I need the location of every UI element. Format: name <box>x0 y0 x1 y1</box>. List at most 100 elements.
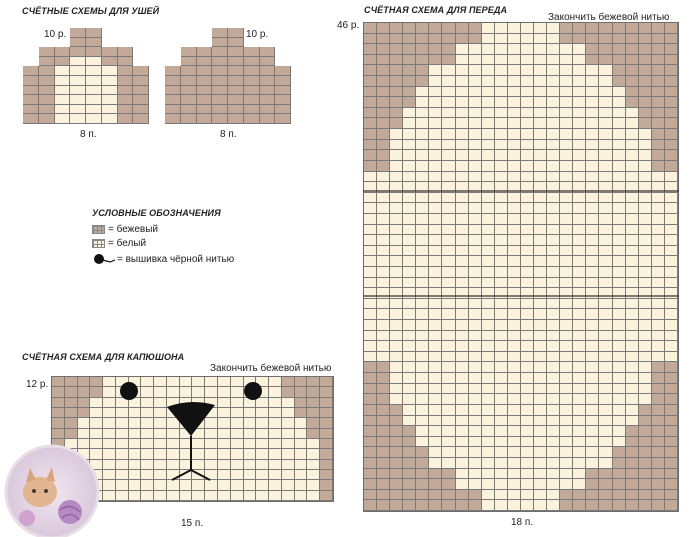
chart-cell <box>520 23 535 34</box>
chart-cell <box>180 114 197 124</box>
chart-cell <box>390 373 404 384</box>
chart-cell <box>651 267 665 278</box>
chart-cell <box>651 277 665 289</box>
chart-cell <box>442 245 456 257</box>
chart-cell <box>269 418 282 429</box>
chart-cell <box>638 44 652 55</box>
chart-cell <box>281 459 295 470</box>
chart-cell <box>612 383 626 395</box>
chart-cell <box>141 397 155 408</box>
chart-cell <box>230 428 244 439</box>
chart-cell <box>442 97 456 108</box>
chart-cell <box>154 397 167 408</box>
chart-cell <box>599 298 613 310</box>
chart-cell <box>364 415 378 427</box>
chart-cell <box>128 418 142 429</box>
chart-cell <box>481 351 495 363</box>
chart-cell <box>664 277 678 289</box>
chart-cell <box>390 277 404 289</box>
chart-cell <box>103 480 116 491</box>
chart-cell <box>230 469 244 481</box>
chart-cell <box>364 107 378 119</box>
chart-cell <box>664 298 678 310</box>
right-ear-stitches-label: 8 п. <box>220 129 237 140</box>
chart-cell <box>664 54 678 66</box>
chart-cell <box>507 235 521 246</box>
chart-cell <box>612 351 626 363</box>
chart-cell <box>534 256 548 267</box>
chart-cell <box>390 203 404 214</box>
chart-cell <box>625 288 639 299</box>
chart-cell <box>196 85 213 96</box>
chart-cell <box>403 171 417 183</box>
chart-cell <box>651 171 665 183</box>
chart-cell <box>560 489 574 501</box>
chart-cell <box>651 288 665 299</box>
chart-cell <box>520 351 535 363</box>
chart-cell <box>103 377 116 388</box>
chart-cell <box>534 267 548 278</box>
chart-cell <box>154 480 167 491</box>
chart-cell <box>442 415 456 427</box>
chart-cell <box>651 97 665 108</box>
chart-cell <box>599 330 613 342</box>
chart-cell <box>534 86 548 98</box>
chart-cell <box>180 95 197 105</box>
chart-cell <box>442 86 456 98</box>
chart-cell <box>599 362 613 374</box>
chart-cell <box>586 436 600 448</box>
chart-cell <box>403 54 417 66</box>
chart-cell <box>230 490 244 501</box>
chart-cell <box>638 373 652 384</box>
chart-cell <box>560 129 574 140</box>
chart-cell <box>429 362 443 374</box>
chart-cell <box>218 387 231 398</box>
chart-cell <box>442 468 456 480</box>
chart-cell <box>638 235 652 246</box>
chart-cell <box>468 97 482 108</box>
chart-cell <box>117 47 134 57</box>
chart-cell <box>612 267 626 278</box>
chart-cell <box>243 418 257 429</box>
chart-cell <box>166 480 180 491</box>
chart-cell <box>205 480 219 491</box>
chart-cell <box>275 114 291 124</box>
chart-cell <box>638 383 652 395</box>
chart-cell <box>166 459 180 470</box>
chart-cell <box>560 118 574 130</box>
chart-cell <box>205 407 219 419</box>
chart-cell <box>625 33 639 45</box>
chart-cell <box>377 351 391 363</box>
chart-cell <box>429 107 443 119</box>
chart-cell <box>664 245 678 257</box>
chart-cell <box>520 97 535 108</box>
chart-cell <box>416 330 430 342</box>
chart-cell <box>625 107 639 119</box>
chart-cell <box>520 182 535 193</box>
chart-cell <box>455 192 469 204</box>
chart-cell <box>468 341 482 352</box>
chart-cell <box>599 107 613 119</box>
chart-cell <box>520 309 535 321</box>
chart-cell <box>429 489 443 501</box>
chart-cell <box>364 351 378 363</box>
chart-cell <box>651 224 665 236</box>
chart-cell <box>38 114 55 124</box>
legend-beige-label: = бежевый <box>108 224 159 235</box>
chart-cell <box>442 256 456 267</box>
chart-cell <box>586 65 600 77</box>
chart-cell <box>269 428 282 439</box>
chart-cell <box>377 330 391 342</box>
chart-cell <box>547 309 561 321</box>
chart-cell <box>377 118 391 130</box>
chart-cell <box>625 309 639 321</box>
chart-cell <box>586 23 600 34</box>
chart-cell <box>269 469 282 481</box>
chart-cell <box>507 33 521 45</box>
chart-cell <box>307 480 321 491</box>
chart-cell <box>128 407 142 419</box>
chart-cell <box>507 256 521 267</box>
chart-cell <box>481 373 495 384</box>
chart-cell <box>416 479 430 490</box>
chart-cell <box>664 139 678 151</box>
